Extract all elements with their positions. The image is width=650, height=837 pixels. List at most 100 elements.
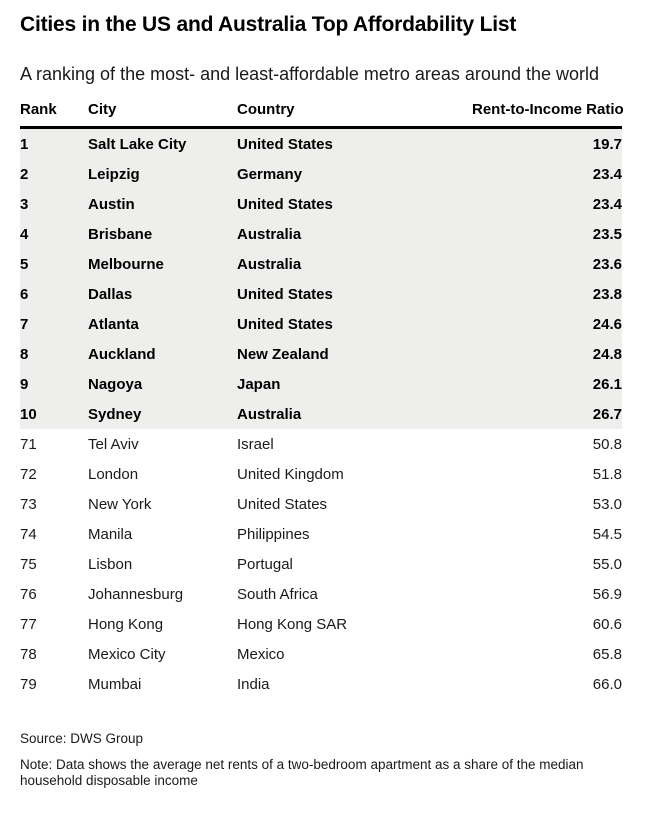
ratio-cell: 54.5: [592, 525, 622, 543]
table-row: 6 Dallas United States 23.8: [20, 279, 622, 309]
ratio-cell: 56.9: [592, 585, 622, 603]
table-body: 1 Salt Lake City United States 19.7 2 Le…: [20, 127, 622, 700]
city-cell: Salt Lake City: [88, 127, 237, 159]
country-cell: Germany: [237, 159, 472, 189]
table-row: 74 Manila Philippines 54.5: [20, 519, 622, 549]
city-cell: Melbourne: [88, 249, 237, 279]
rank-cell: 75: [20, 555, 37, 573]
country-cell: United States: [237, 127, 472, 159]
ratio-cell: 53.0: [592, 495, 622, 513]
ratio-cell: 55.0: [592, 555, 622, 573]
country-cell: Australia: [237, 249, 472, 279]
ratio-cell: 19.7: [472, 127, 622, 159]
city-cell: Auckland: [88, 339, 237, 369]
ratio-cell: 66.0: [592, 675, 622, 693]
country-cell: India: [237, 675, 270, 693]
country-cell: Portugal: [237, 555, 293, 573]
country-cell: Hong Kong SAR: [237, 615, 348, 633]
table-row: 3 Austin United States 23.4: [20, 189, 622, 219]
affordability-table: Rank City Country Rent-to-Income Ratio 1…: [20, 101, 624, 700]
table-row: 5 Melbourne Australia 23.6: [20, 249, 622, 279]
table-row: 9 Nagoya Japan 26.1: [20, 369, 622, 399]
rank-cell: 3: [20, 189, 88, 219]
table-row: 79 Mumbai India 66.0: [20, 669, 622, 699]
rank-cell: 73: [20, 495, 37, 513]
page-title: Cities in the US and Australia Top Affor…: [20, 13, 517, 36]
country-cell: United Kingdom: [237, 465, 344, 483]
rank-cell: 5: [20, 249, 88, 279]
rank-cell: 10: [20, 399, 88, 429]
table-row: 71 Tel Aviv Israel 50.8: [20, 429, 622, 459]
table-row: 8 Auckland New Zealand 24.8: [20, 339, 622, 369]
ratio-cell: 24.8: [472, 339, 622, 369]
rank-cell: 72: [20, 465, 37, 483]
rank-cell: 6: [20, 279, 88, 309]
rank-cell: 8: [20, 339, 88, 369]
ratio-cell: 23.4: [472, 159, 622, 189]
country-cell: United States: [237, 279, 472, 309]
column-header-rank: Rank: [20, 101, 88, 129]
table-row: 2 Leipzig Germany 23.4: [20, 159, 622, 189]
table-row: 7 Atlanta United States 24.6: [20, 309, 622, 339]
city-cell: Lisbon: [88, 555, 133, 573]
rank-cell: 4: [20, 219, 88, 249]
table-row: 73 New York United States 53.0: [20, 489, 622, 519]
city-cell: Tel Aviv: [88, 435, 139, 453]
country-cell: United States: [237, 309, 472, 339]
ratio-cell: 50.8: [592, 435, 622, 453]
rank-cell: 71: [20, 435, 37, 453]
column-header-city: City: [88, 101, 237, 129]
ratio-cell: 51.8: [592, 465, 622, 483]
rank-cell: 7: [20, 309, 88, 339]
source-text: Source: DWS Group: [20, 731, 144, 746]
table-row: 4 Brisbane Australia 23.5: [20, 219, 622, 249]
rank-cell: 76: [20, 585, 37, 603]
rank-cell: 79: [20, 675, 37, 693]
city-cell: Manila: [88, 525, 133, 543]
table-header-row: Rank City Country Rent-to-Income Ratio: [20, 101, 624, 129]
ratio-cell: 65.8: [592, 645, 622, 663]
country-cell: United States: [237, 495, 328, 513]
rank-cell: 9: [20, 369, 88, 399]
country-cell: New Zealand: [237, 339, 472, 369]
table-row: 76 Johannesburg South Africa 56.9: [20, 579, 622, 609]
ratio-cell: 23.6: [472, 249, 622, 279]
column-header-ratio: Rent-to-Income Ratio: [472, 101, 624, 129]
city-cell: Nagoya: [88, 369, 237, 399]
country-cell: Japan: [237, 369, 472, 399]
ratio-cell: 24.6: [472, 309, 622, 339]
chart-subtitle: A ranking of the most- and least-afforda…: [20, 64, 599, 84]
city-cell: Brisbane: [88, 219, 237, 249]
city-cell: Johannesburg: [88, 585, 184, 603]
rank-cell: 77: [20, 615, 37, 633]
table-row: 78 Mexico City Mexico 65.8: [20, 639, 622, 669]
city-cell: Sydney: [88, 399, 237, 429]
city-cell: Hong Kong: [88, 615, 164, 633]
ratio-cell: 60.6: [592, 615, 622, 633]
rank-cell: 1: [20, 127, 88, 159]
table-row: 75 Lisbon Portugal 55.0: [20, 549, 622, 579]
ratio-cell: 23.5: [472, 219, 622, 249]
table-row: 72 London United Kingdom 51.8: [20, 459, 622, 489]
city-cell: Leipzig: [88, 159, 237, 189]
table-row: 1 Salt Lake City United States 19.7: [20, 127, 622, 159]
city-cell: Mexico City: [88, 645, 166, 663]
column-header-country: Country: [237, 101, 472, 129]
ratio-cell: 23.8: [472, 279, 622, 309]
table-row: 10 Sydney Australia 26.7: [20, 399, 622, 429]
city-cell: Atlanta: [88, 309, 237, 339]
city-cell: Austin: [88, 189, 237, 219]
country-cell: Philippines: [237, 525, 310, 543]
country-cell: United States: [237, 189, 472, 219]
country-cell: Australia: [237, 399, 472, 429]
ratio-cell: 26.7: [472, 399, 622, 429]
country-cell: Australia: [237, 219, 472, 249]
rank-cell: 2: [20, 159, 88, 189]
chart-footer: Source: DWS Group Note: Data shows the a…: [20, 731, 622, 789]
country-cell: South Africa: [237, 585, 318, 603]
table-header: Rank City Country Rent-to-Income Ratio: [20, 101, 624, 129]
ratio-cell: 23.4: [472, 189, 622, 219]
city-cell: Mumbai: [88, 675, 142, 693]
rank-cell: 74: [20, 525, 37, 543]
city-cell: London: [88, 465, 139, 483]
